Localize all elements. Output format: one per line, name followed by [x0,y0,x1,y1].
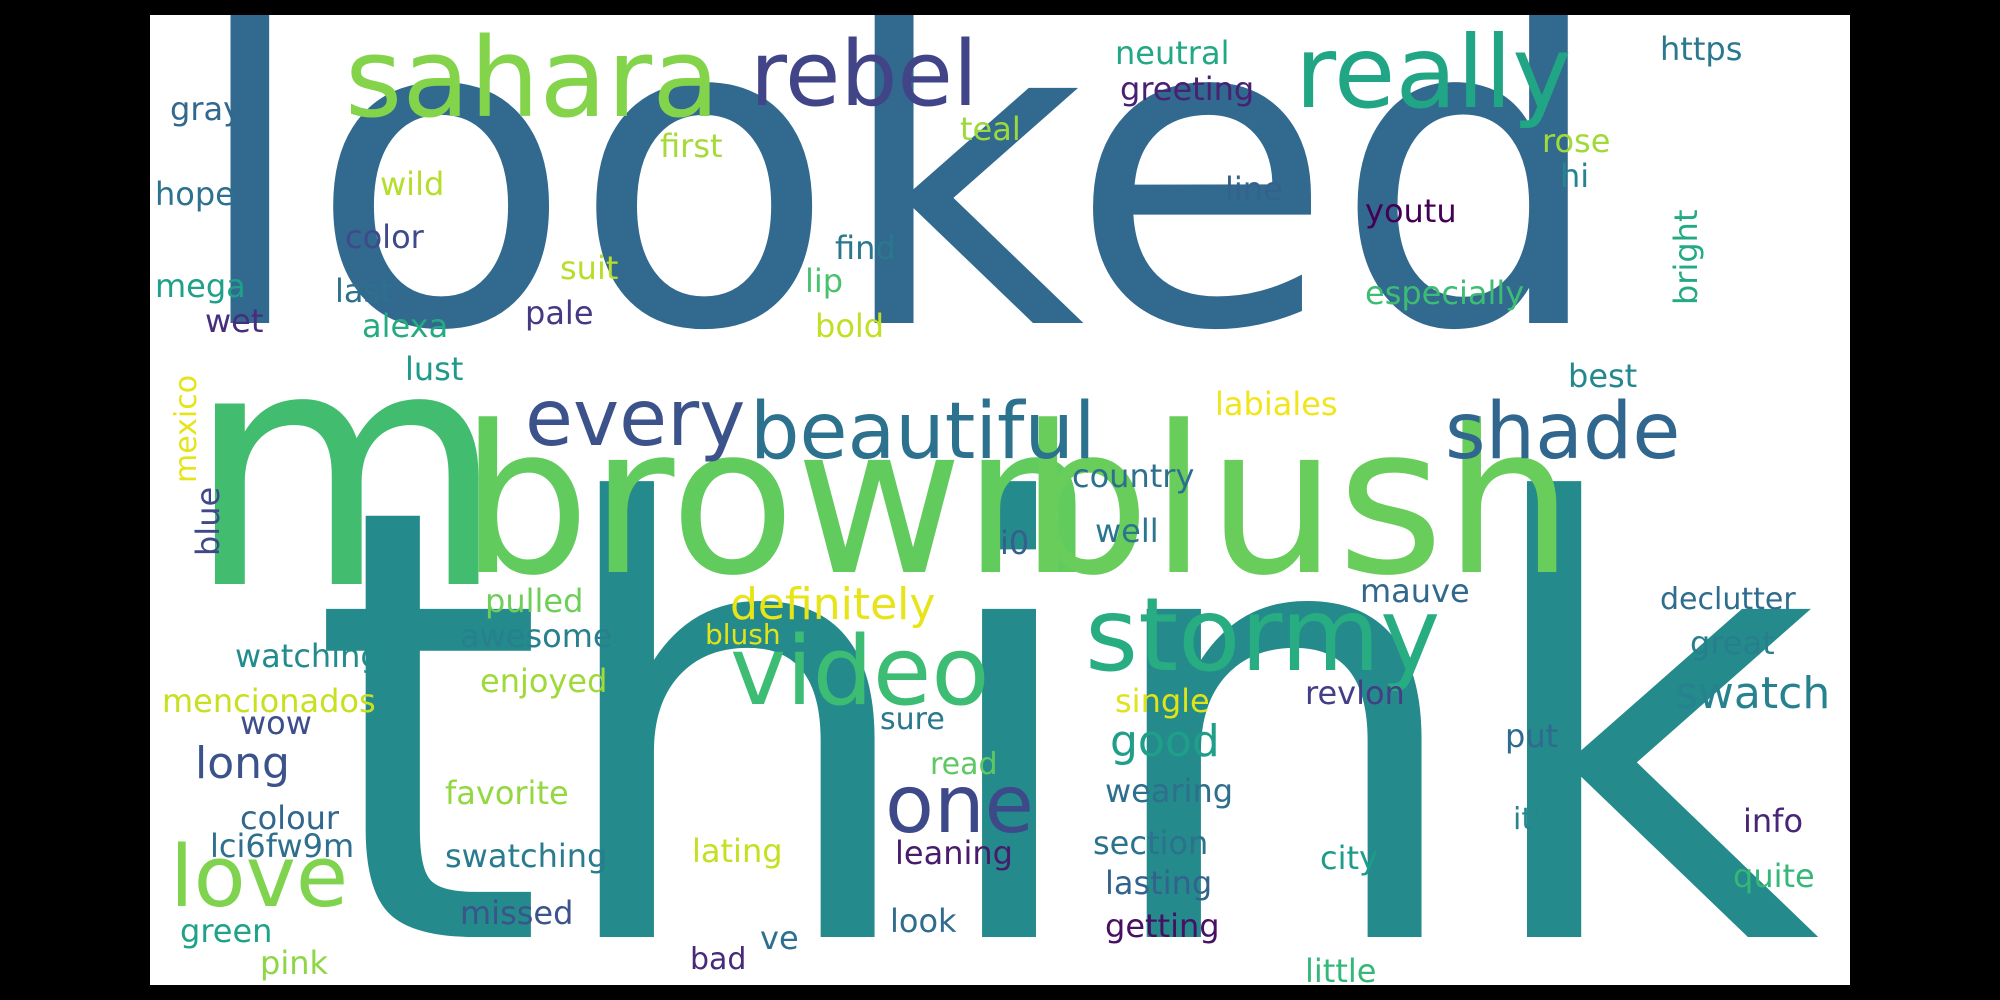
word-m: m [185,278,507,662]
word-swatching: swatching [445,837,608,875]
word-one: one [885,758,1034,851]
word-lasting: lasting [1105,864,1213,902]
word-labiales: labiales [1215,385,1338,423]
word-long: long [195,738,290,789]
word-mencionados: mencionados [162,682,376,720]
word-teal: teal [960,110,1021,148]
word-https: https [1660,30,1743,68]
word-i0: i0 [1000,524,1030,562]
word-pulled: pulled [485,582,584,620]
word-greeting: greeting [1120,70,1255,108]
word-beautiful: beautiful [750,387,1096,477]
word-well: well [1095,512,1159,550]
word-getting: getting [1105,907,1220,945]
word-blue: blue [189,486,227,556]
word-first: first [660,127,723,165]
word-wild: wild [380,165,445,203]
word-colour: colour [240,799,340,837]
word-pink: pink [260,944,329,982]
word-it: it' [1513,802,1542,837]
word-stormy: stormy [1085,576,1441,695]
word-leaning: leaning [895,834,1013,872]
word-sahara: sahara [345,15,720,142]
word-enjoyed: enjoyed [480,662,608,700]
word-revlon: revlon [1305,674,1405,712]
word-alexa: alexa [362,307,449,345]
word-mauve: mauve [1360,572,1470,610]
word-mega: mega [155,267,246,305]
word-gray: gray [170,90,243,128]
word-wet: wet [205,302,264,340]
word-mexico: mexico [169,374,204,483]
word-wow: wow [240,704,312,742]
word-video: video [730,617,990,727]
word-wearing: wearing [1105,772,1234,810]
word-lip: lip [805,262,844,300]
word-lust: lust [405,350,464,388]
word-find: find [835,229,896,267]
word-ve: ve [760,919,799,957]
word-look: look [890,902,957,940]
word-lating: lating [692,832,783,870]
word-good: good [1110,716,1220,767]
word-sure: sure [880,702,945,737]
word-watching: watching [235,637,381,675]
word-brown: brown [460,383,1093,621]
word-declutter: declutter [1660,582,1796,617]
word-country: country [1072,457,1195,495]
word-really: really [1295,15,1572,131]
word-line: line [1225,170,1283,208]
word-blush-small: blush [705,618,781,651]
word-cloud: looked think m brown blush sahara rebel … [150,15,1850,985]
word-best: best [1568,357,1638,395]
word-info: info [1743,802,1804,840]
word-put: put [1505,717,1559,755]
word-love: love [170,828,349,927]
word-rebel: rebel [750,22,978,127]
word-suit: suit [560,249,619,287]
word-color: color [345,218,424,256]
word-quite: quite [1733,857,1815,895]
word-blush: blush [1020,383,1574,621]
word-last: last [335,272,393,310]
word-shade: shade [1445,387,1681,477]
word-every: every [525,374,746,464]
word-little: little [1305,952,1377,985]
word-great: great [1690,624,1775,662]
word-read: read [930,747,998,782]
word-missed: missed [460,894,574,932]
word-pale: pale [525,294,594,332]
word-single: single [1115,682,1210,720]
word-looked: looked [190,15,1607,425]
word-bad: bad [690,942,747,977]
word-awesome: awesome [460,617,613,655]
word-think: think [310,380,1820,986]
word-hi: hi [1560,157,1590,195]
word-lci6fw9m: lci6fw9m [210,827,355,865]
word-favorite: favorite [445,774,569,812]
word-city: city [1320,839,1378,877]
word-section: section [1093,824,1209,862]
word-youtu: youtu [1365,192,1457,230]
word-green: green [180,912,273,950]
word-swatch: swatch [1675,668,1831,719]
word-hope: hope [155,175,235,213]
word-neutral: neutral [1115,34,1230,72]
word-rose: rose [1542,122,1611,160]
word-bright: bright [1667,209,1705,306]
word-definitely: definitely [730,579,936,630]
word-especially: especially [1365,274,1525,312]
word-bold: bold [815,307,885,345]
